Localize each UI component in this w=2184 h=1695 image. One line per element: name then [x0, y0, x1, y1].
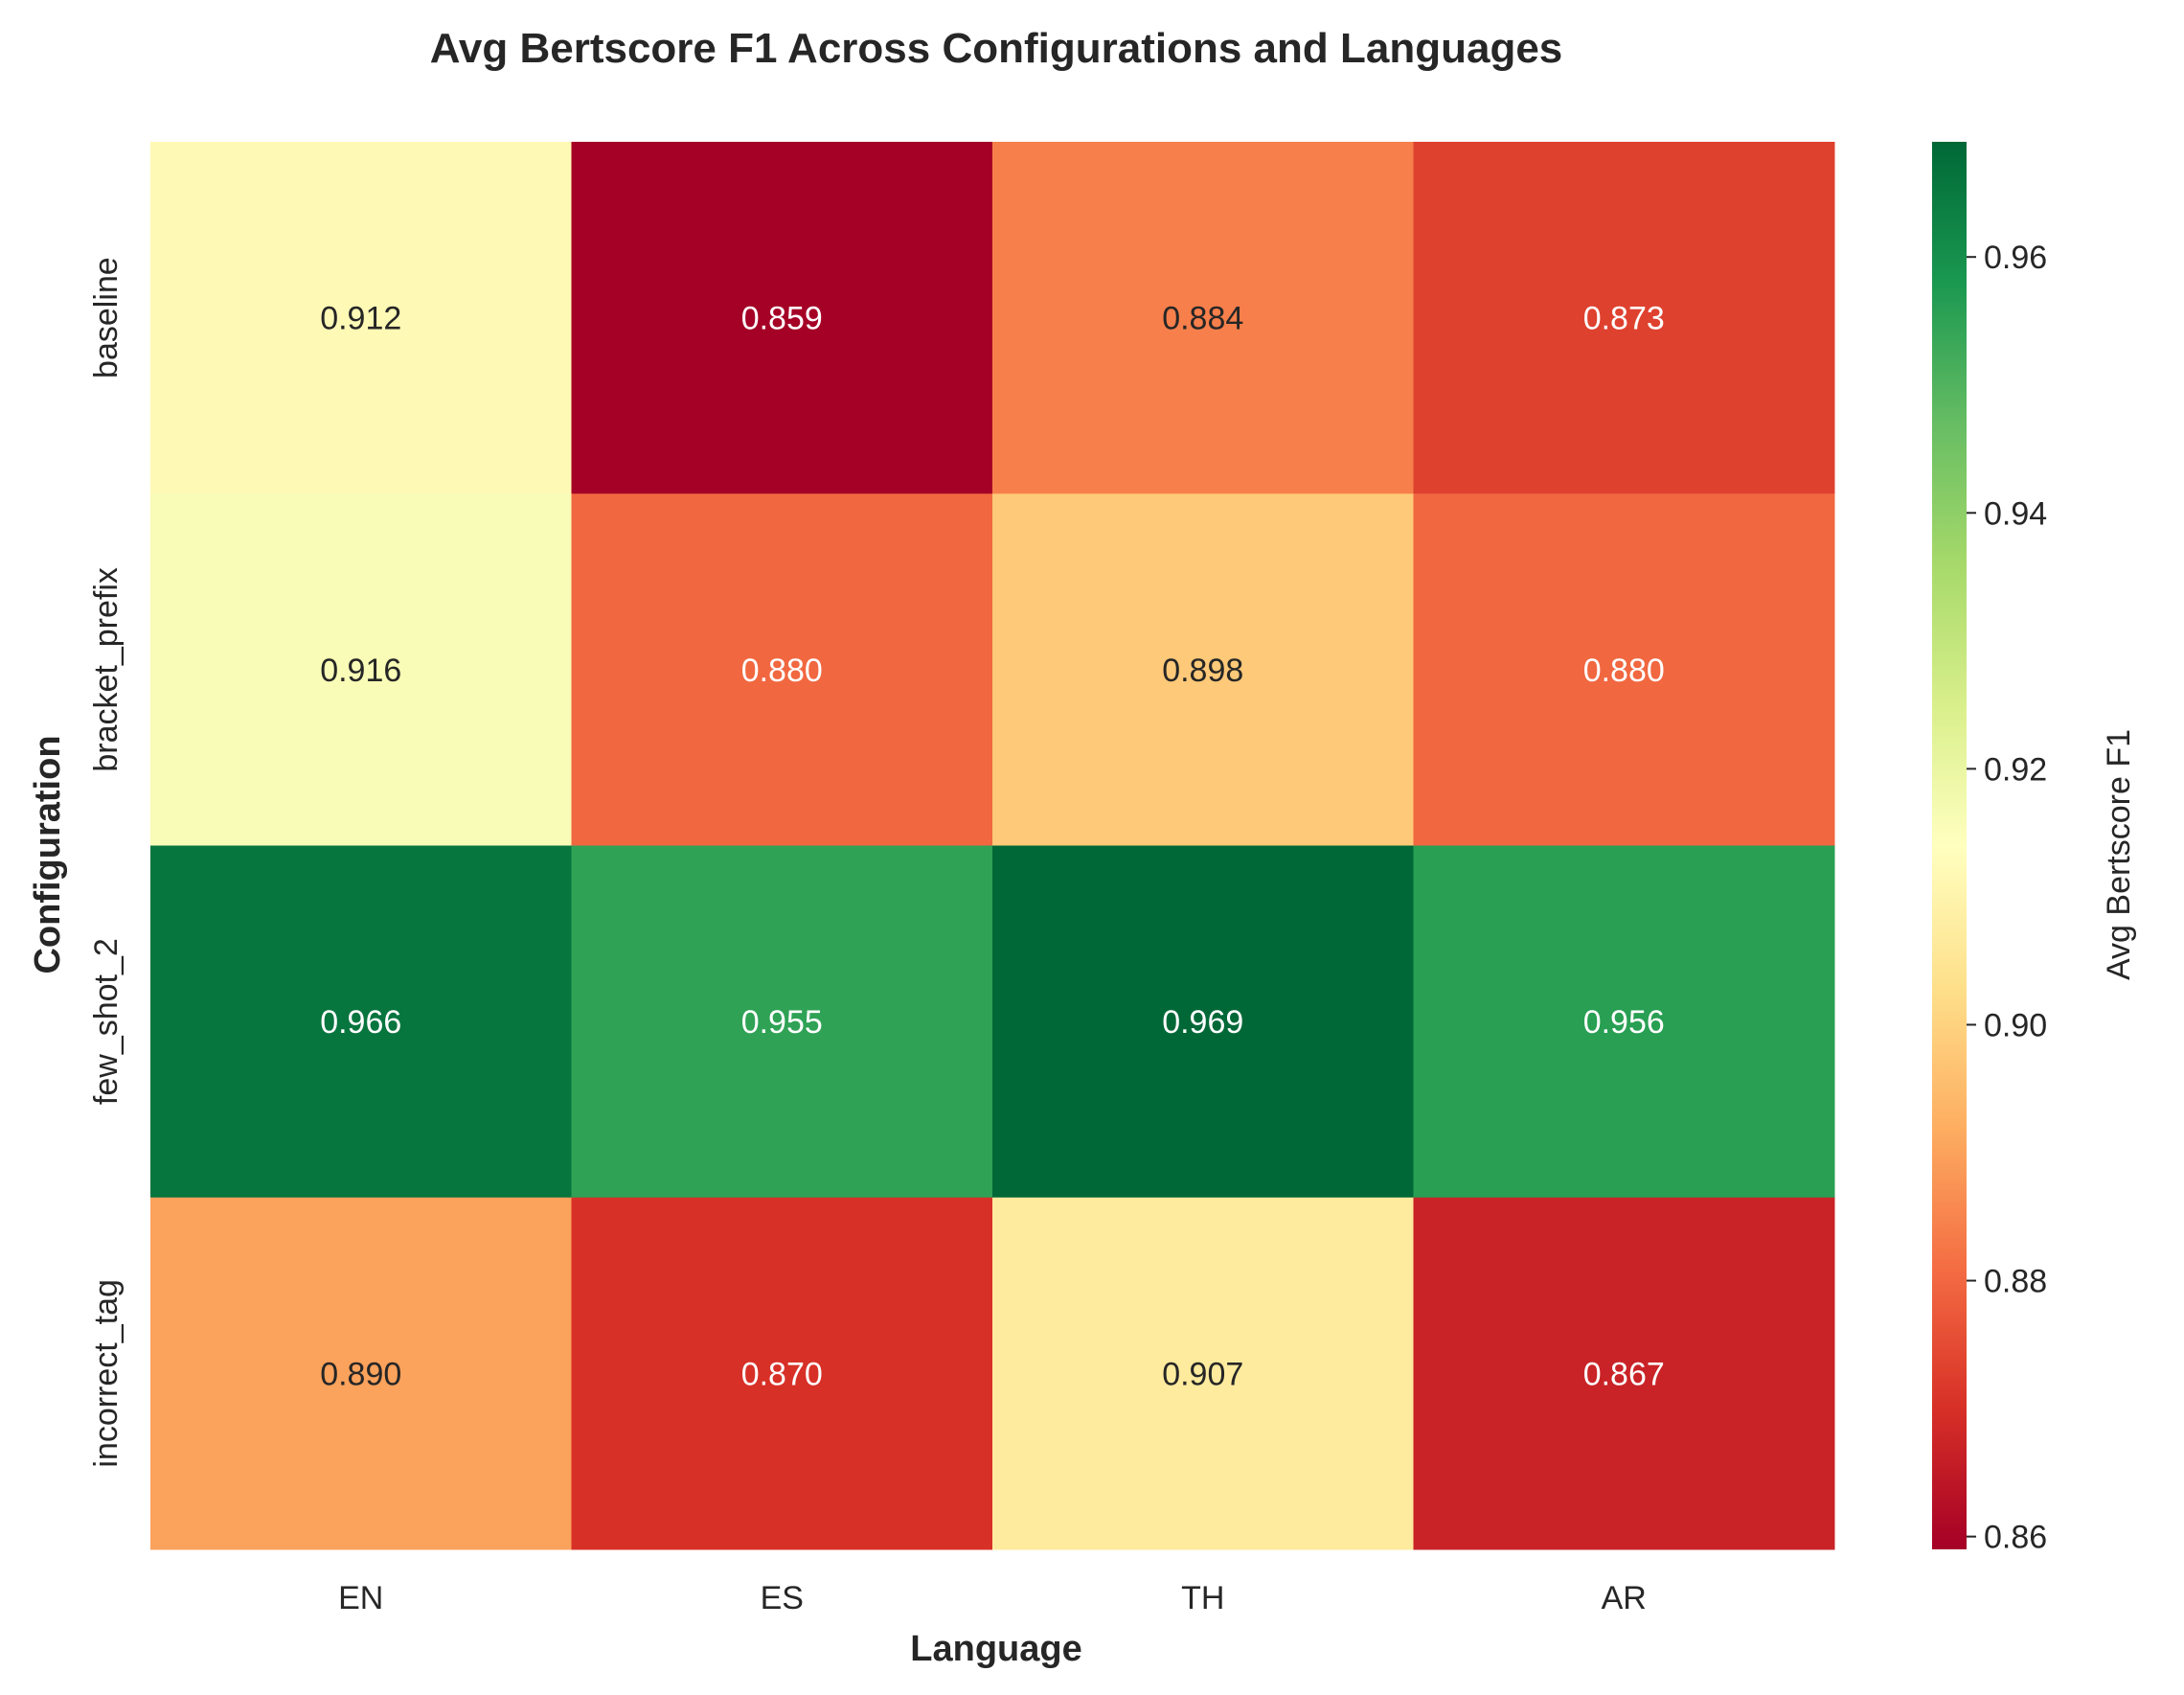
- cell-value-incorrect_tag-ES: 0.870: [741, 1356, 823, 1392]
- colorbar-tick-label-0.88: 0.88: [1984, 1264, 2047, 1300]
- cell-value-incorrect_tag-AR: 0.867: [1583, 1356, 1665, 1392]
- y-tick-label-baseline: baseline: [88, 257, 125, 378]
- y-tick-label-incorrect_tag: incorrect_tag: [88, 1279, 125, 1468]
- heatmap-cell-bracket_prefix-AR: [1413, 493, 1835, 846]
- x-tick-label-ES: ES: [761, 1580, 804, 1616]
- heatmap-cell-few_shot_2-TH: [992, 845, 1414, 1199]
- colorbar-tick-label-0.86: 0.86: [1984, 1520, 2047, 1556]
- x-tick-label-EN: EN: [338, 1580, 383, 1616]
- cell-value-bracket_prefix-TH: 0.898: [1162, 653, 1243, 689]
- colorbar-tick-label-0.92: 0.92: [1984, 751, 2047, 788]
- heatmap-cell-incorrect_tag-EN: [150, 1197, 572, 1550]
- colorbar-gradient: [1932, 142, 1967, 1549]
- y-tick-label-bracket_prefix: bracket_prefix: [88, 567, 125, 772]
- heatmap-cell-baseline-ES: [571, 142, 993, 494]
- cell-value-bracket_prefix-EN: 0.916: [320, 653, 401, 689]
- heatmap-cell-few_shot_2-AR: [1413, 845, 1835, 1199]
- heatmap-cell-labels: 0.912 0.859 0.884 0.873 0.916 0.880 0.898 0.880…: [320, 301, 1665, 1393]
- heatmap-cell-bracket_prefix-ES: [571, 493, 993, 846]
- cell-value-baseline-EN: 0.912: [320, 301, 401, 337]
- colorbar-ticks: 0.86 0.88 0.90 0.92 0.94 0.96: [1967, 240, 2047, 1556]
- cell-value-baseline-AR: 0.873: [1583, 301, 1665, 337]
- x-tick-label-TH: TH: [1181, 1580, 1224, 1616]
- cell-value-incorrect_tag-EN: 0.890: [320, 1356, 401, 1392]
- x-axis-ticks: EN ES TH AR: [338, 1580, 1647, 1616]
- heatmap-cell-few_shot_2-ES: [571, 845, 993, 1199]
- cell-value-few_shot_2-TH: 0.969: [1162, 1004, 1243, 1041]
- colorbar-label: Avg Bertscore F1: [2101, 729, 2137, 980]
- heatmap-cell-bracket_prefix-TH: [992, 493, 1414, 846]
- heatmap-cell-incorrect_tag-TH: [992, 1197, 1414, 1550]
- cell-value-few_shot_2-EN: 0.966: [320, 1004, 401, 1041]
- chart-title: Avg Bertscore F1 Across Configurations a…: [430, 25, 1563, 72]
- colorbar-tick-label-0.94: 0.94: [1984, 495, 2047, 532]
- heatmap-cell-incorrect_tag-AR: [1413, 1197, 1835, 1550]
- cell-value-bracket_prefix-ES: 0.880: [741, 653, 823, 689]
- colorbar-tick-label-0.90: 0.90: [1984, 1007, 2047, 1043]
- heatmap-cell-baseline-EN: [150, 142, 572, 494]
- cell-value-few_shot_2-AR: 0.956: [1583, 1004, 1665, 1041]
- cell-value-baseline-TH: 0.884: [1162, 301, 1243, 337]
- heatmap-cells: [150, 142, 1835, 1550]
- x-tick-label-AR: AR: [1602, 1580, 1647, 1616]
- y-axis-ticks: baseline bracket_prefix few_shot_2 incorrec…: [88, 257, 125, 1467]
- y-axis-label: Configuration: [28, 735, 68, 973]
- heatmap-cell-baseline-AR: [1413, 142, 1835, 494]
- heatmap-cell-bracket_prefix-EN: [150, 493, 572, 846]
- heatmap-cell-baseline-TH: [992, 142, 1414, 494]
- heatmap-cell-few_shot_2-EN: [150, 845, 572, 1199]
- cell-value-baseline-ES: 0.859: [741, 301, 823, 337]
- colorbar: 0.86 0.88 0.90 0.92 0.94 0.96 Avg Bertscore F…: [1932, 142, 2137, 1556]
- heatmap-cell-incorrect_tag-ES: [571, 1197, 993, 1550]
- cell-value-bracket_prefix-AR: 0.880: [1583, 653, 1665, 689]
- cell-value-few_shot_2-ES: 0.955: [741, 1004, 823, 1041]
- y-tick-label-few_shot_2: few_shot_2: [88, 938, 125, 1105]
- cell-value-incorrect_tag-TH: 0.907: [1162, 1356, 1243, 1392]
- colorbar-tick-label-0.96: 0.96: [1984, 240, 2047, 276]
- x-axis-label: Language: [910, 1629, 1081, 1669]
